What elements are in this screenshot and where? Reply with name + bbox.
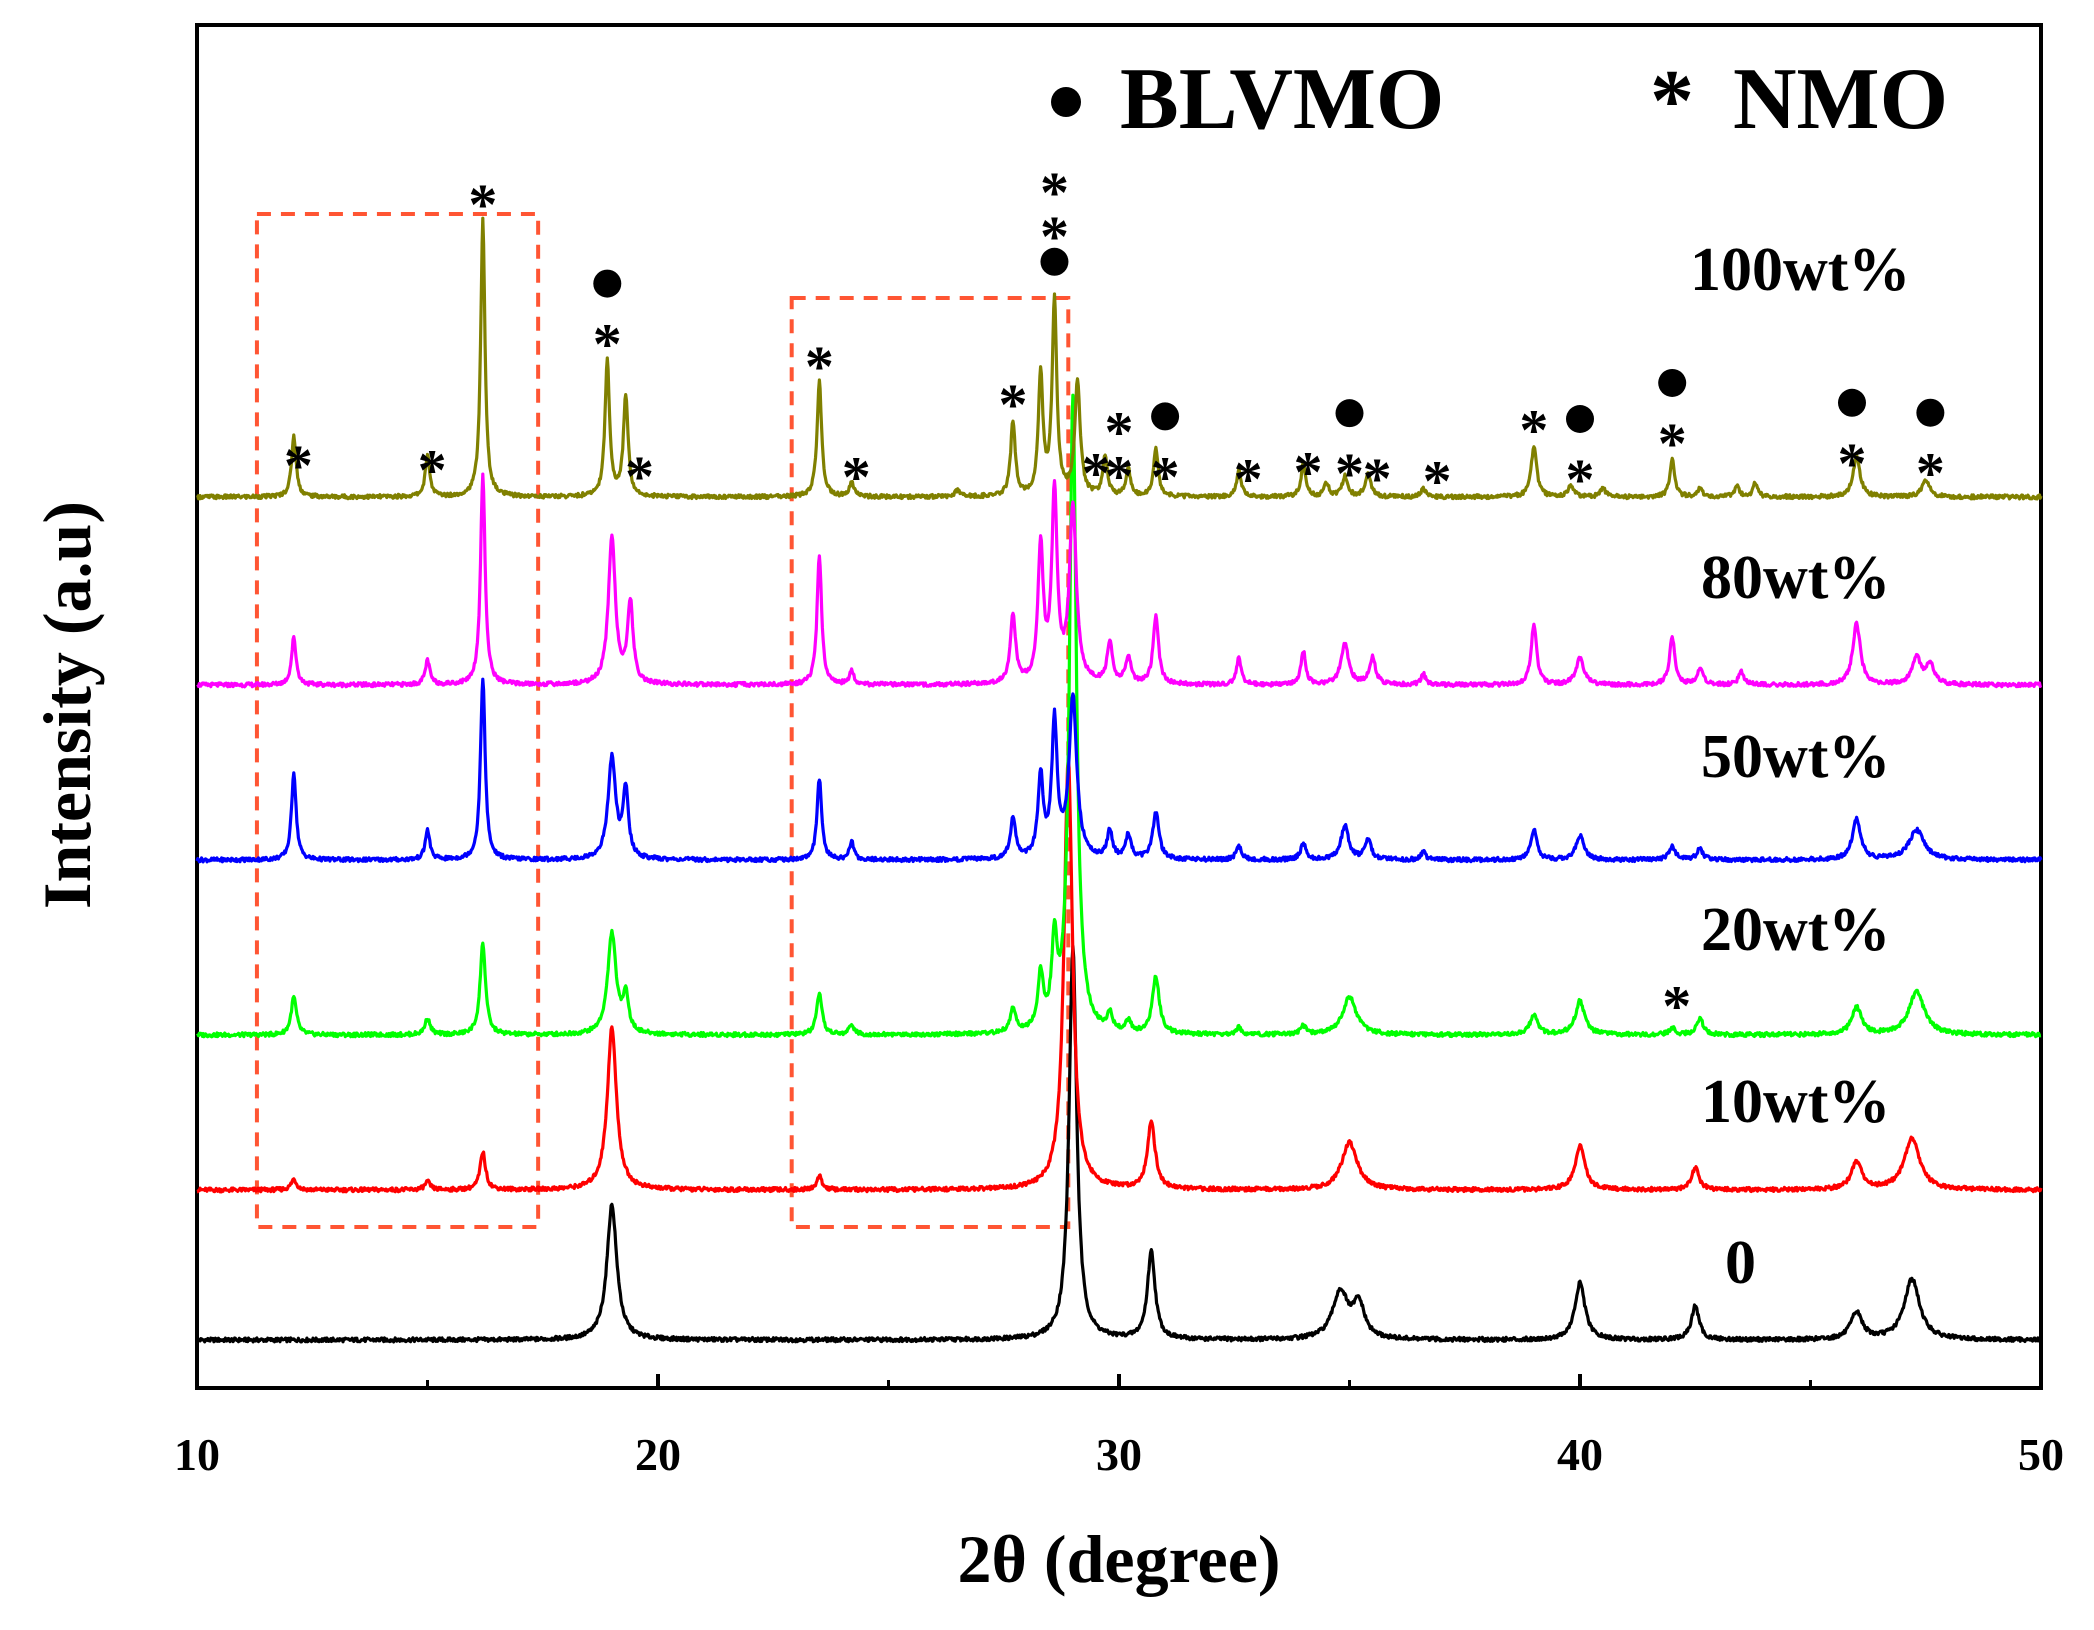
highlight-boxes — [254, 212, 1071, 1229]
legend-star-marker: * — [1650, 53, 1694, 150]
legend-label-blvmo: BLVMO — [1120, 51, 1444, 148]
series-line-50wt% — [195, 677, 2043, 864]
ann100-nmo-marker-15-0: * — [1363, 446, 1392, 511]
x-tick-label-20: 20 — [635, 1429, 681, 1480]
ann100-nmo-marker-21-1: * — [1916, 441, 1945, 506]
ann100-nmo-marker-14-1: * — [1335, 441, 1364, 506]
ann100-nmo-marker-0-0: * — [284, 433, 313, 498]
ann100-nmo-marker-5-0: * — [805, 334, 834, 399]
ann100-nmo-marker-4-0: * — [625, 444, 654, 509]
ann100-blvmo-marker-14-0 — [1335, 399, 1364, 428]
series-labels: 0 10wt% 20wt% 50wt% 80wt% 100wt% — [1690, 236, 1910, 1297]
series-line-20wt% — [196, 393, 2042, 1039]
series-line-80wt% — [196, 472, 2043, 689]
ann100-nmo-marker-7-0: * — [998, 372, 1027, 437]
ann100-blvmo-marker-11-0 — [1151, 402, 1180, 431]
x-tick-label-40: 40 — [1557, 1429, 1603, 1480]
x-tick-label-30: 30 — [1096, 1429, 1142, 1480]
series-label-100wt%: 100wt% — [1690, 236, 1910, 304]
ann100-nmo-marker-3-1: * — [593, 312, 622, 377]
series-label-10wt%: 10wt% — [1701, 1068, 1890, 1136]
ann100-blvmo-marker-3-0 — [593, 269, 622, 298]
ann100-nmo-marker-19-1: * — [1658, 411, 1687, 476]
ann100-nmo-marker-20-1: * — [1837, 431, 1866, 496]
ann100-blvmo-marker-20-0 — [1837, 388, 1866, 417]
ann100-nmo-marker-12-0: * — [1234, 446, 1263, 511]
ann100-nmo-marker-11-1: * — [1151, 444, 1180, 509]
legend-label-nmo: NMO — [1733, 51, 1948, 148]
x-axis-title: 2θ (degree) — [957, 1521, 1280, 1597]
ann100-nmo-marker-16-0: * — [1423, 448, 1452, 513]
ann100-nmo-marker-10-0: * — [1105, 400, 1134, 465]
series-line-10wt% — [196, 758, 2043, 1194]
x-tick-label-50: 50 — [2018, 1429, 2064, 1480]
peak-annotations: * ************* * * ** **** * ** — [284, 160, 1945, 1039]
series-line-100wt% — [196, 216, 2043, 501]
series-label-20wt%: 20wt% — [1701, 896, 1890, 964]
ann100-nmo-marker-8-1: * — [1040, 204, 1069, 269]
series-label-0: 0 — [1725, 1229, 1756, 1297]
y-axis-title: Intensity (a.u) — [29, 501, 105, 909]
ann100-blvmo-marker-19-0 — [1658, 368, 1687, 397]
series-line-0 — [195, 944, 2042, 1344]
highlight-box-2 — [789, 296, 1071, 1229]
ann100-blvmo-marker-18-0 — [1566, 405, 1594, 434]
legend-circle-marker — [1051, 87, 1081, 117]
legend: BLVMO * NMO — [1051, 51, 1948, 150]
ann100-nmo-marker-9-0: * — [1081, 441, 1110, 506]
series-label-50wt%: 50wt% — [1701, 723, 1890, 791]
ann100-blvmo-marker-8-2 — [1040, 247, 1069, 276]
series-label-80wt%: 80wt% — [1701, 544, 1890, 612]
highlight-box-1 — [254, 212, 541, 1229]
ann100-nmo-marker-17-0: * — [1519, 397, 1548, 462]
ann20-nmo-marker-0-0: * — [1662, 974, 1691, 1039]
ann100-nmo-marker-8-0: * — [1040, 160, 1069, 225]
ann100-nmo-marker-18-1: * — [1566, 447, 1595, 512]
x-axis: 10 20 30 40 50 — [174, 1374, 2064, 1480]
ann100-nmo-marker-1-0: * — [418, 437, 447, 502]
series-group — [195, 216, 2043, 1344]
ann100-nmo-marker-2-0: * — [468, 172, 497, 237]
ann100-nmo-marker-13-0: * — [1294, 439, 1323, 504]
ann100-nmo-marker-10-1: * — [1105, 444, 1134, 509]
x-tick-label-10: 10 — [174, 1429, 220, 1480]
ann100-nmo-marker-6-0: * — [842, 445, 871, 510]
ann100-blvmo-marker-21-0 — [1916, 398, 1945, 427]
